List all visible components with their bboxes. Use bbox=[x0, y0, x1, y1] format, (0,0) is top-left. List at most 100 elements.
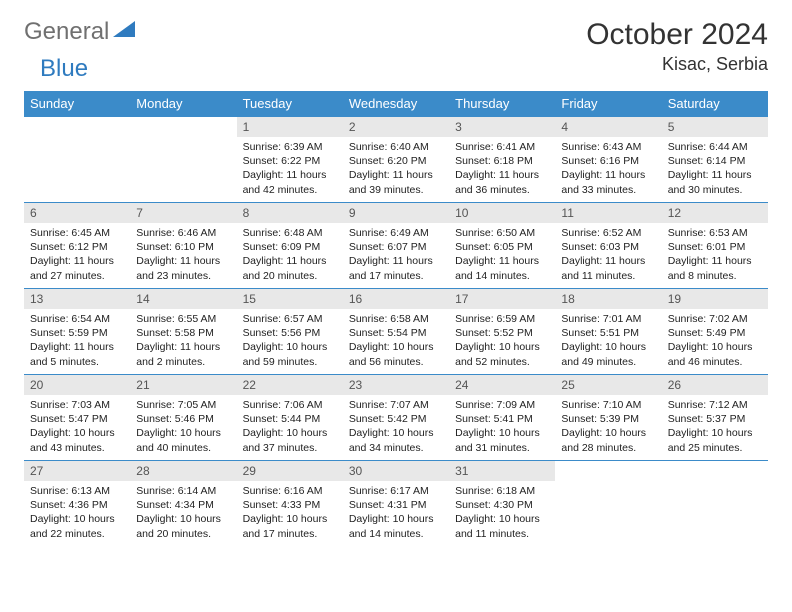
month-title: October 2024 bbox=[586, 18, 768, 52]
day-number: 19 bbox=[662, 289, 768, 309]
sunset-line: Sunset: 6:18 PM bbox=[455, 155, 533, 167]
daylight-line: Daylight: 10 hours and 20 minutes. bbox=[136, 513, 221, 539]
day-detail: Sunrise: 6:39 AMSunset: 6:22 PMDaylight:… bbox=[237, 137, 343, 202]
calendar-cell: .. bbox=[555, 461, 661, 547]
daylight-line: Daylight: 11 hours and 39 minutes. bbox=[349, 169, 433, 195]
weekday-header: Monday bbox=[130, 91, 236, 117]
day-detail: Sunrise: 6:13 AMSunset: 4:36 PMDaylight:… bbox=[24, 481, 130, 546]
calendar-cell: 31Sunrise: 6:18 AMSunset: 4:30 PMDayligh… bbox=[449, 461, 555, 547]
day-detail: Sunrise: 6:43 AMSunset: 6:16 PMDaylight:… bbox=[555, 137, 661, 202]
day-detail: Sunrise: 6:40 AMSunset: 6:20 PMDaylight:… bbox=[343, 137, 449, 202]
calendar-cell: .. bbox=[24, 117, 130, 203]
sunrise-line: Sunrise: 6:55 AM bbox=[136, 313, 216, 325]
calendar-cell: 28Sunrise: 6:14 AMSunset: 4:34 PMDayligh… bbox=[130, 461, 236, 547]
sunrise-line: Sunrise: 6:18 AM bbox=[455, 485, 535, 497]
sunrise-line: Sunrise: 7:09 AM bbox=[455, 399, 535, 411]
sunrise-line: Sunrise: 7:05 AM bbox=[136, 399, 216, 411]
sunrise-line: Sunrise: 6:58 AM bbox=[349, 313, 429, 325]
sunrise-line: Sunrise: 6:52 AM bbox=[561, 227, 641, 239]
sunset-line: Sunset: 6:14 PM bbox=[668, 155, 746, 167]
daylight-line: Daylight: 11 hours and 11 minutes. bbox=[561, 255, 645, 281]
weekday-row: Sunday Monday Tuesday Wednesday Thursday… bbox=[24, 91, 768, 117]
daylight-line: Daylight: 11 hours and 36 minutes. bbox=[455, 169, 539, 195]
calendar-cell: 30Sunrise: 6:17 AMSunset: 4:31 PMDayligh… bbox=[343, 461, 449, 547]
sunrise-line: Sunrise: 6:44 AM bbox=[668, 141, 748, 153]
day-number: 17 bbox=[449, 289, 555, 309]
daylight-line: Daylight: 10 hours and 25 minutes. bbox=[668, 427, 753, 453]
sunset-line: Sunset: 5:58 PM bbox=[136, 327, 214, 339]
day-detail: Sunrise: 6:44 AM Sunset: 6:14 PM Daylight:… bbox=[662, 137, 768, 202]
day-detail: Sunrise: 7:10 AMSunset: 5:39 PMDaylight:… bbox=[555, 395, 661, 460]
calendar-cell: 29Sunrise: 6:16 AMSunset: 4:33 PMDayligh… bbox=[237, 461, 343, 547]
sunset-line: Sunset: 6:22 PM bbox=[243, 155, 321, 167]
day-number: 18 bbox=[555, 289, 661, 309]
sunset-line: Sunset: 6:09 PM bbox=[243, 241, 321, 253]
calendar-cell: 17Sunrise: 6:59 AMSunset: 5:52 PMDayligh… bbox=[449, 289, 555, 375]
sunset-line: Sunset: 5:59 PM bbox=[30, 327, 108, 339]
calendar-cell: 24Sunrise: 7:09 AMSunset: 5:41 PMDayligh… bbox=[449, 375, 555, 461]
day-detail: Sunrise: 6:16 AMSunset: 4:33 PMDaylight:… bbox=[237, 481, 343, 546]
calendar-week: 27 Sunrise: 6:13 AM Sunset: 4:36 PM Dayligh… bbox=[24, 461, 768, 547]
day-detail: Sunrise: 6:57 AMSunset: 5:56 PMDaylight:… bbox=[237, 309, 343, 374]
calendar-cell: .. bbox=[662, 461, 768, 547]
calendar-body: ....1Sunrise: 6:39 AMSunset: 6:22 PMDayl… bbox=[24, 117, 768, 547]
daylight-line: Daylight: 11 hours and 8 minutes. bbox=[668, 255, 752, 281]
calendar-cell: 3Sunrise: 6:41 AMSunset: 6:18 PMDaylight… bbox=[449, 117, 555, 203]
weekday-header: Thursday bbox=[449, 91, 555, 117]
day-number: 4 bbox=[555, 117, 661, 137]
calendar-cell: 8Sunrise: 6:48 AMSunset: 6:09 PMDaylight… bbox=[237, 203, 343, 289]
calendar-cell: 23Sunrise: 7:07 AMSunset: 5:42 PMDayligh… bbox=[343, 375, 449, 461]
daylight-line: Daylight: 10 hours and 59 minutes. bbox=[243, 341, 328, 367]
day-number: 15 bbox=[237, 289, 343, 309]
sunrise-line: Sunrise: 7:07 AM bbox=[349, 399, 429, 411]
sunrise-line: Sunrise: 6:49 AM bbox=[349, 227, 429, 239]
day-detail: Sunrise: 7:07 AM Sunset: 5:42 PM Daylight:… bbox=[343, 395, 449, 460]
day-detail: Sunrise: 7:09 AMSunset: 5:41 PMDaylight:… bbox=[449, 395, 555, 460]
day-detail: Sunrise: 7:02 AMSunset: 5:49 PMDaylight:… bbox=[662, 309, 768, 374]
sunrise-line: Sunrise: 7:10 AM bbox=[561, 399, 641, 411]
calendar-cell: 4Sunrise: 6:43 AMSunset: 6:16 PMDaylight… bbox=[555, 117, 661, 203]
calendar-cell: 7Sunrise: 6:46 AMSunset: 6:10 PMDaylight… bbox=[130, 203, 236, 289]
calendar-cell: 5 Sunrise: 6:44 AM Sunset: 6:14 PM Daylight… bbox=[662, 117, 768, 203]
calendar-week: 6Sunrise: 6:45 AMSunset: 6:12 PMDaylight… bbox=[24, 203, 768, 289]
day-number: 9 bbox=[343, 203, 449, 223]
calendar-cell: 25Sunrise: 7:10 AMSunset: 5:39 PMDayligh… bbox=[555, 375, 661, 461]
sunrise-line: Sunrise: 6:13 AM bbox=[30, 485, 110, 497]
daylight-line: Daylight: 10 hours and 34 minutes. bbox=[349, 427, 434, 453]
day-detail: Sunrise: 6:14 AMSunset: 4:34 PMDaylight:… bbox=[130, 481, 236, 546]
day-number: 12 bbox=[662, 203, 768, 223]
sunset-line: Sunset: 5:51 PM bbox=[561, 327, 639, 339]
calendar-cell: 14Sunrise: 6:55 AMSunset: 5:58 PMDayligh… bbox=[130, 289, 236, 375]
day-detail: Sunrise: 7:12 AMSunset: 5:37 PMDaylight:… bbox=[662, 395, 768, 460]
day-number: 8 bbox=[237, 203, 343, 223]
daylight-line: Daylight: 10 hours and 17 minutes. bbox=[243, 513, 328, 539]
calendar-table: Sunday Monday Tuesday Wednesday Thursday… bbox=[24, 91, 768, 547]
daylight-line: Daylight: 11 hours and 30 minutes. bbox=[668, 169, 752, 195]
day-number: 3 bbox=[449, 117, 555, 137]
day-detail: Sunrise: 6:17 AMSunset: 4:31 PMDaylight:… bbox=[343, 481, 449, 546]
day-number: 6 bbox=[24, 203, 130, 223]
sunset-line: Sunset: 6:12 PM bbox=[30, 241, 108, 253]
daylight-line: Daylight: 11 hours and 5 minutes. bbox=[30, 341, 114, 367]
day-detail: Sunrise: 6:55 AMSunset: 5:58 PMDaylight:… bbox=[130, 309, 236, 374]
day-number: 7 bbox=[130, 203, 236, 223]
day-number: 22 bbox=[237, 375, 343, 395]
calendar-cell: 26Sunrise: 7:12 AMSunset: 5:37 PMDayligh… bbox=[662, 375, 768, 461]
calendar-cell: 21Sunrise: 7:05 AMSunset: 5:46 PMDayligh… bbox=[130, 375, 236, 461]
sunset-line: Sunset: 4:36 PM bbox=[30, 499, 108, 511]
sunset-line: Sunset: 5:56 PM bbox=[243, 327, 321, 339]
sunrise-line: Sunrise: 6:17 AM bbox=[349, 485, 429, 497]
day-number: 21 bbox=[130, 375, 236, 395]
sunrise-line: Sunrise: 6:48 AM bbox=[243, 227, 323, 239]
day-number: 24 bbox=[449, 375, 555, 395]
day-number: 27 bbox=[24, 461, 130, 481]
sunrise-line: Sunrise: 7:12 AM bbox=[668, 399, 748, 411]
sunset-line: Sunset: 5:42 PM bbox=[349, 413, 427, 425]
sunset-line: Sunset: 5:46 PM bbox=[136, 413, 214, 425]
logo: General bbox=[24, 18, 137, 46]
calendar-cell: 15Sunrise: 6:57 AMSunset: 5:56 PMDayligh… bbox=[237, 289, 343, 375]
day-number: 10 bbox=[449, 203, 555, 223]
day-number: 5 bbox=[662, 117, 768, 137]
sunset-line: Sunset: 5:41 PM bbox=[455, 413, 533, 425]
sunset-line: Sunset: 4:30 PM bbox=[455, 499, 533, 511]
